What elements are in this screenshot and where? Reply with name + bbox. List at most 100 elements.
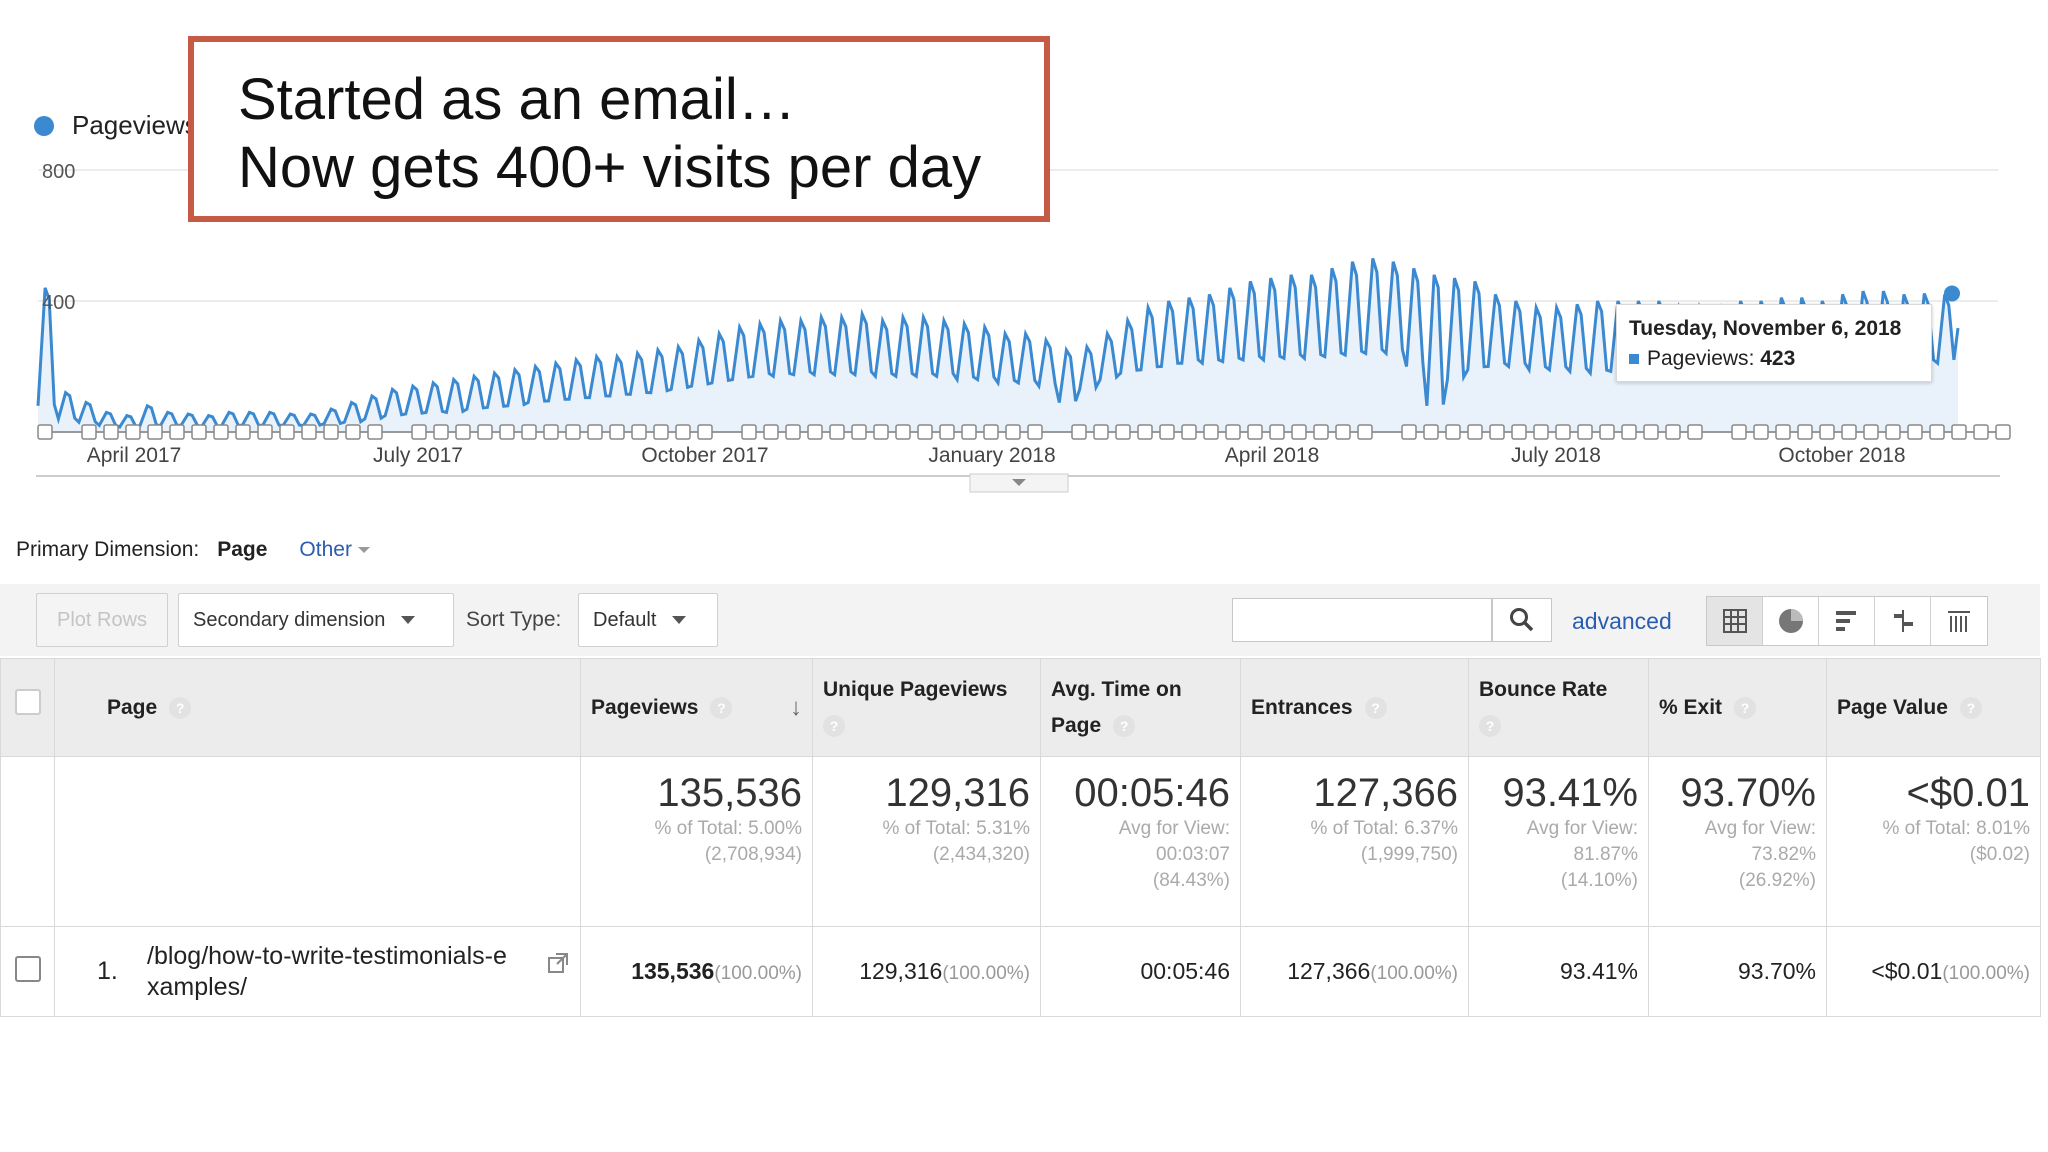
dimension-other-dropdown[interactable]: Other bbox=[299, 538, 370, 562]
annotation-icon[interactable] bbox=[1951, 424, 1967, 440]
view-pie-button[interactable] bbox=[1763, 597, 1819, 645]
annotation-icon[interactable] bbox=[763, 424, 779, 440]
annotation-icon[interactable] bbox=[1467, 424, 1483, 440]
annotation-icon[interactable] bbox=[1841, 424, 1857, 440]
annotation-icon[interactable] bbox=[367, 424, 383, 440]
annotation-icon[interactable] bbox=[1885, 424, 1901, 440]
col-avg-time[interactable]: Avg. Time on Page? bbox=[1040, 658, 1241, 757]
help-icon[interactable]: ? bbox=[1479, 714, 1501, 737]
col-page[interactable]: Page? bbox=[54, 658, 581, 757]
annotation-icon[interactable] bbox=[807, 424, 823, 440]
annotation-icon[interactable] bbox=[1489, 424, 1505, 440]
annotation-icon[interactable] bbox=[653, 424, 669, 440]
annotation-icon[interactable] bbox=[1797, 424, 1813, 440]
annotation-icon[interactable] bbox=[521, 424, 537, 440]
annotation-icon[interactable] bbox=[565, 424, 581, 440]
annotation-icon[interactable] bbox=[1643, 424, 1659, 440]
external-link-icon[interactable] bbox=[546, 951, 570, 975]
col-page-value[interactable]: Page Value? bbox=[1826, 658, 2041, 757]
annotation-icon[interactable] bbox=[1973, 424, 1989, 440]
annotation-icon[interactable] bbox=[235, 424, 251, 440]
annotation-icon[interactable] bbox=[1445, 424, 1461, 440]
annotation-icon[interactable] bbox=[1665, 424, 1681, 440]
annotation-icon[interactable] bbox=[1071, 424, 1087, 440]
annotation-icon[interactable] bbox=[741, 424, 757, 440]
annotation-icon[interactable] bbox=[939, 424, 955, 440]
view-table-button[interactable] bbox=[1707, 597, 1763, 645]
annotation-icon[interactable] bbox=[257, 424, 273, 440]
annotation-icon[interactable] bbox=[785, 424, 801, 440]
annotation-icon[interactable] bbox=[1005, 424, 1021, 440]
annotation-icon[interactable] bbox=[433, 424, 449, 440]
annotation-icon[interactable] bbox=[147, 424, 163, 440]
annotation-icon[interactable] bbox=[1357, 424, 1373, 440]
annotation-icon[interactable] bbox=[1093, 424, 1109, 440]
annotation-icon[interactable] bbox=[895, 424, 911, 440]
view-performance-button[interactable] bbox=[1819, 597, 1875, 645]
annotation-icon[interactable] bbox=[279, 424, 295, 440]
annotation-icon[interactable] bbox=[1533, 424, 1549, 440]
annotation-icon[interactable] bbox=[1687, 424, 1703, 440]
annotation-icon[interactable] bbox=[1775, 424, 1791, 440]
annotation-icon[interactable] bbox=[1181, 424, 1197, 440]
annotation-icon[interactable] bbox=[851, 424, 867, 440]
table-search-input[interactable] bbox=[1232, 598, 1492, 642]
annotation-icon[interactable] bbox=[411, 424, 427, 440]
annotation-icon[interactable] bbox=[631, 424, 647, 440]
annotation-icon[interactable] bbox=[1731, 424, 1747, 440]
annotation-icon[interactable] bbox=[37, 424, 53, 440]
annotation-icon[interactable] bbox=[323, 424, 339, 440]
annotation-icon[interactable] bbox=[697, 424, 713, 440]
annotation-icon[interactable] bbox=[1599, 424, 1615, 440]
annotation-icon[interactable] bbox=[917, 424, 933, 440]
annotation-icon[interactable] bbox=[543, 424, 559, 440]
annotation-icon[interactable] bbox=[455, 424, 471, 440]
annotation-icon[interactable] bbox=[675, 424, 691, 440]
annotation-icon[interactable] bbox=[301, 424, 317, 440]
annotation-icon[interactable] bbox=[1225, 424, 1241, 440]
col-bounce-rate[interactable]: Bounce Rate? bbox=[1468, 658, 1649, 757]
annotation-icon[interactable] bbox=[983, 424, 999, 440]
annotation-icon[interactable] bbox=[169, 424, 185, 440]
col-entrances[interactable]: Entrances? bbox=[1240, 658, 1469, 757]
row-page-link[interactable]: /blog/how-to-write-testimonials-e xamples… bbox=[147, 941, 546, 1003]
annotation-icon[interactable] bbox=[1863, 424, 1879, 440]
annotation-icon[interactable] bbox=[125, 424, 141, 440]
annotation-icon[interactable] bbox=[103, 424, 119, 440]
annotation-icon[interactable] bbox=[81, 424, 97, 440]
annotation-icon[interactable] bbox=[1203, 424, 1219, 440]
row-checkbox[interactable] bbox=[14, 956, 41, 982]
dimension-page[interactable]: Page bbox=[217, 538, 268, 561]
annotation-icon[interactable] bbox=[1159, 424, 1175, 440]
annotation-icon[interactable] bbox=[1907, 424, 1923, 440]
help-icon[interactable]: ? bbox=[823, 714, 845, 737]
annotation-icon[interactable] bbox=[1577, 424, 1593, 440]
advanced-filter-link[interactable]: advanced bbox=[1572, 608, 1672, 634]
annotation-markers[interactable] bbox=[37, 424, 2011, 440]
help-icon[interactable]: ? bbox=[710, 696, 733, 719]
view-comparison-button[interactable] bbox=[1875, 597, 1931, 645]
help-icon[interactable]: ? bbox=[1959, 696, 1982, 719]
help-icon[interactable]: ? bbox=[169, 696, 192, 719]
annotation-icon[interactable] bbox=[1269, 424, 1285, 440]
col-pageviews[interactable]: Pageviews? ↓ bbox=[580, 658, 813, 757]
annotation-icon[interactable] bbox=[1401, 424, 1417, 440]
annotation-icon[interactable] bbox=[499, 424, 515, 440]
help-icon[interactable]: ? bbox=[1734, 696, 1757, 719]
plot-rows-button[interactable]: Plot Rows bbox=[36, 593, 168, 647]
annotation-icon[interactable] bbox=[1247, 424, 1263, 440]
annotation-icon[interactable] bbox=[961, 424, 977, 440]
annotation-icon[interactable] bbox=[1819, 424, 1835, 440]
annotation-icon[interactable] bbox=[477, 424, 493, 440]
select-all-checkbox[interactable] bbox=[14, 688, 41, 715]
annotation-icon[interactable] bbox=[191, 424, 207, 440]
annotation-icon[interactable] bbox=[1555, 424, 1571, 440]
annotation-icon[interactable] bbox=[1929, 424, 1945, 440]
annotation-icon[interactable] bbox=[1137, 424, 1153, 440]
annotation-icon[interactable] bbox=[1291, 424, 1307, 440]
view-pivot-button[interactable] bbox=[1931, 597, 1987, 645]
annotation-icon[interactable] bbox=[1995, 424, 2011, 440]
annotation-icon[interactable] bbox=[587, 424, 603, 440]
sort-type-dropdown[interactable]: Default bbox=[578, 593, 718, 647]
annotation-icon[interactable] bbox=[1335, 424, 1351, 440]
